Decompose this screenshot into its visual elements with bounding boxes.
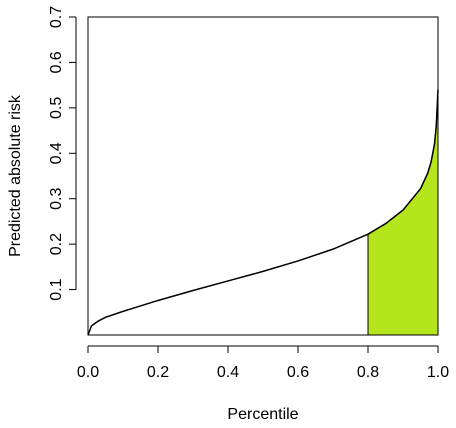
y-tick-label: 0.5 xyxy=(48,97,65,119)
y-tick-label: 0.3 xyxy=(48,187,65,209)
x-tick-label: 0.4 xyxy=(217,364,239,381)
y-tick-label: 0.2 xyxy=(48,233,65,255)
x-tick-label: 0.2 xyxy=(147,364,169,381)
plot-frame xyxy=(87,16,439,336)
y-tick-label: 0.4 xyxy=(48,142,65,164)
y-tick-label: 0.1 xyxy=(48,278,65,300)
x-tick-label: 1.0 xyxy=(427,364,449,381)
x-tick-label: 0.6 xyxy=(287,364,309,381)
y-axis-label: Predicted absolute risk xyxy=(7,94,24,257)
x-axis-label: Percentile xyxy=(227,406,298,423)
risk-curve-line xyxy=(87,89,439,336)
y-tick-label: 0.7 xyxy=(48,6,65,28)
x-axis: 0.0 0.2 0.4 0.6 0.8 1.0 xyxy=(77,345,449,381)
x-tick-label: 0.8 xyxy=(357,364,379,381)
y-tick-label: 0.6 xyxy=(48,51,65,73)
shaded-region-top-20pct xyxy=(367,89,439,336)
x-tick-label: 0.0 xyxy=(77,364,99,381)
y-axis: 0.1 0.2 0.3 0.4 0.5 0.6 0.7 xyxy=(48,6,77,301)
